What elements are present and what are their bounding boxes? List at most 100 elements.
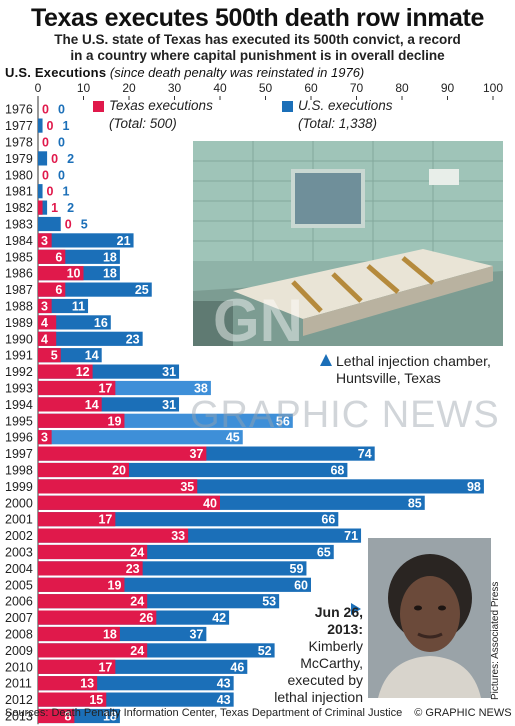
texas-bar <box>38 495 220 510</box>
us-value-label: 43 <box>217 677 231 691</box>
texas-bar <box>38 610 157 625</box>
us-bar <box>38 151 48 166</box>
us-value-label: 16 <box>94 316 108 330</box>
us-value-label: 1 <box>63 119 70 133</box>
photo-credit: Pictures: Associated Press <box>490 581 501 700</box>
year-label: 1986 <box>5 267 33 281</box>
texas-bar <box>38 364 93 379</box>
x-tick-label: 40 <box>213 81 227 95</box>
us-bar <box>38 184 43 199</box>
texas-value-label: 26 <box>139 611 153 625</box>
texas-bar <box>38 397 102 412</box>
texas-value-label: 3 <box>41 431 48 445</box>
execution-chamber-photo: GN <box>193 141 503 346</box>
texas-bar <box>38 512 116 527</box>
us-value-label: 14 <box>85 349 99 363</box>
us-value-label: 18 <box>103 710 117 724</box>
texas-bar <box>38 594 148 609</box>
year-label: 1995 <box>5 414 33 428</box>
texas-bar <box>38 659 116 674</box>
us-value-label: 71 <box>344 529 358 543</box>
texas-bar <box>38 479 198 494</box>
texas-bar <box>38 544 148 560</box>
watermark: GRAPHIC NEWS <box>190 394 500 436</box>
texas-bar <box>38 577 125 592</box>
year-label: 1993 <box>5 382 33 396</box>
year-label: 2003 <box>5 546 33 560</box>
photo2-caption-line-4: lethal injection <box>274 689 363 705</box>
texas-bar <box>38 430 52 445</box>
year-label: 1980 <box>5 168 33 182</box>
photo2-caption: Jun 26, 2013: Kimberly McCarthy, execute… <box>274 604 363 706</box>
section-title: U.S. Executions (since death penalty was… <box>5 65 364 80</box>
texas-bar <box>38 626 120 642</box>
year-label: 1976 <box>5 103 33 117</box>
source-text: Sources: Death Penalty Information Cente… <box>5 707 403 719</box>
x-tick-label: 0 <box>35 81 42 95</box>
texas-bar <box>38 331 57 346</box>
x-tick-label: 90 <box>441 81 455 95</box>
photo2-caption-line-1: Kimberly <box>308 638 363 654</box>
us-value-label: 0 <box>58 168 65 182</box>
year-label: 2006 <box>5 595 33 609</box>
svg-text:GN: GN <box>213 287 303 346</box>
us-value-label: 18 <box>103 267 117 281</box>
year-label: 1982 <box>5 201 33 215</box>
texas-bar <box>38 315 57 330</box>
headline: Texas executes 500th death row inmate <box>31 4 484 32</box>
us-value-label: 42 <box>212 611 226 625</box>
us-value-label: 1 <box>63 185 70 199</box>
us-value-label: 43 <box>217 693 231 707</box>
year-label: 2009 <box>5 644 33 658</box>
us-value-label: 31 <box>162 398 176 412</box>
year-label: 1989 <box>5 316 33 330</box>
year-label: 2008 <box>5 628 33 642</box>
texas-bar <box>38 348 61 363</box>
year-label: 2010 <box>5 660 33 674</box>
legend-texas-total: (Total: 500) <box>109 116 177 131</box>
year-label: 1988 <box>5 300 33 314</box>
us-value-label: 38 <box>194 382 208 396</box>
portrait-photo <box>368 538 491 698</box>
source-note: Sources: Death Penalty Information Cente… <box>5 707 512 719</box>
us-value-label: 59 <box>290 562 304 576</box>
us-value-label: 2 <box>67 152 74 166</box>
us-bar <box>38 118 43 133</box>
photo2-caption-line-2: McCarthy, <box>300 655 363 671</box>
texas-value-label: 8 <box>64 710 71 724</box>
texas-value-label: 40 <box>203 496 217 510</box>
us-value-label: 65 <box>317 546 331 560</box>
texas-bar <box>38 233 52 248</box>
texas-bar <box>38 561 143 576</box>
year-label: 1979 <box>5 152 33 166</box>
texas-bar <box>38 528 189 543</box>
legend-us-total: (Total: 1,338) <box>298 116 378 131</box>
year-label: 1994 <box>5 398 33 412</box>
texas-value-label: 14 <box>85 398 99 412</box>
texas-value-label: 17 <box>98 382 112 396</box>
us-value-label: 0 <box>58 136 65 150</box>
texas-value-label: 23 <box>126 562 140 576</box>
year-label: 1977 <box>5 119 33 133</box>
texas-value-label: 1 <box>51 201 58 215</box>
us-value-label: 21 <box>117 234 131 248</box>
caption-pointer-icon <box>320 354 332 366</box>
photo1-caption-line-2: Huntsville, Texas <box>336 370 441 386</box>
texas-value-label: 5 <box>51 349 58 363</box>
texas-value-label: 10 <box>67 267 81 281</box>
texas-value-label: 6 <box>55 283 62 297</box>
us-value-label: 23 <box>126 332 140 346</box>
us-value-label: 68 <box>330 464 344 478</box>
year-label: 1997 <box>5 447 33 461</box>
year-label: 2004 <box>5 562 33 576</box>
texas-value-label: 17 <box>98 513 112 527</box>
us-value-label: 2 <box>67 201 74 215</box>
texas-bar <box>38 200 43 215</box>
year-label: 2002 <box>5 529 33 543</box>
us-value-label: 52 <box>258 644 272 658</box>
texas-bar <box>38 282 66 297</box>
x-tick-label: 30 <box>168 81 182 95</box>
legend-us-label: U.S. executions <box>298 98 393 113</box>
texas-bar <box>38 708 75 724</box>
year-label: 1985 <box>5 250 33 264</box>
